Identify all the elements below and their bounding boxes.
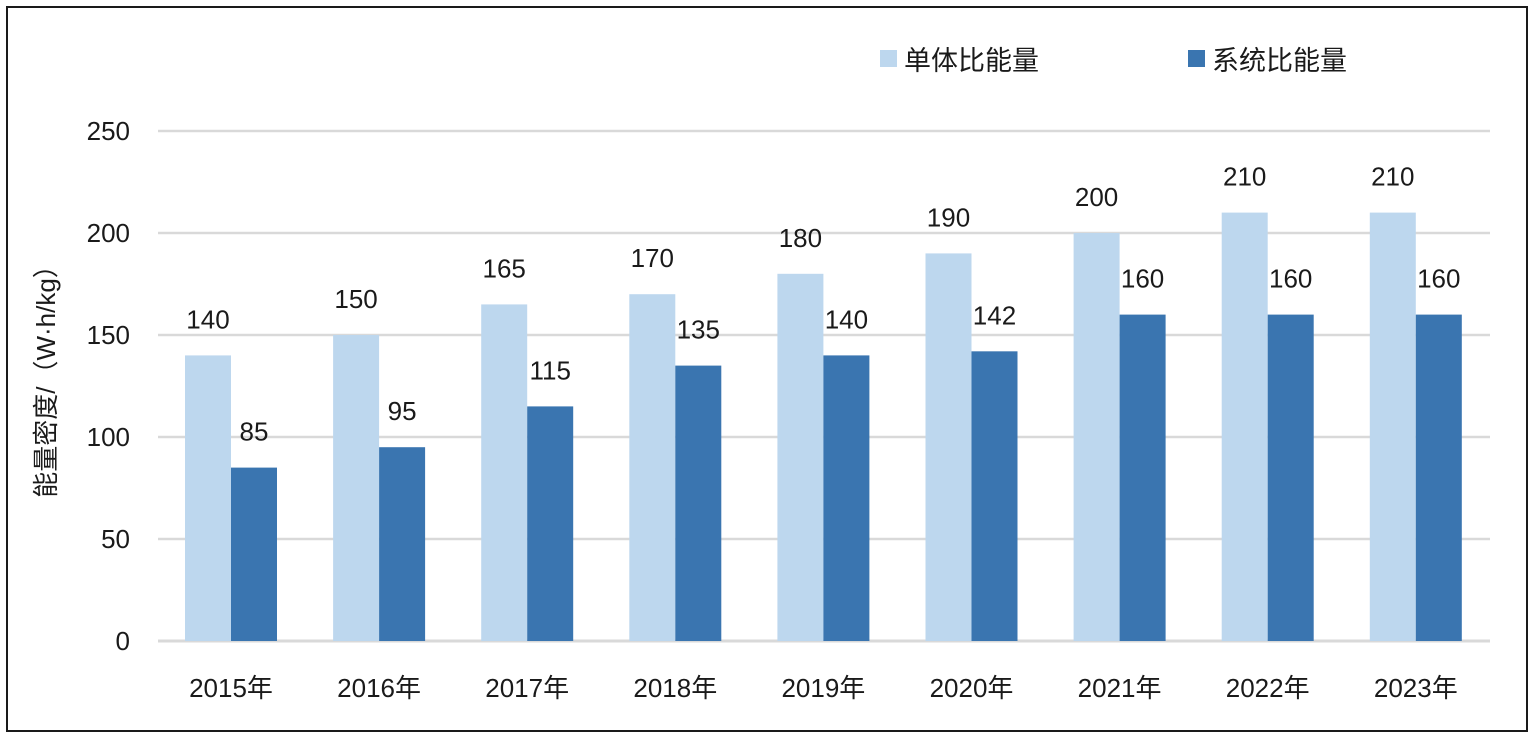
data-labels: 140 85 150 95 165 115 170 135 180 140 190 142 200 160… [186, 162, 1460, 447]
x-tick-label: 2017年 [485, 673, 569, 703]
data-label-system: 115 [529, 355, 570, 385]
chart-frame [6, 6, 1528, 732]
x-tick-label: 2022年 [1226, 673, 1310, 703]
bar-single-cell [925, 253, 972, 641]
x-tick-label: 2015年 [189, 673, 273, 703]
data-label-single-cell: 180 [779, 223, 822, 253]
x-tick-label: 2016年 [337, 673, 421, 703]
bar-system [971, 351, 1018, 641]
data-label-system: 160 [1121, 264, 1164, 294]
bar-single-cell [1369, 212, 1416, 641]
legend: 单体比能量 系统比能量 [880, 46, 1347, 76]
legend-label-single-cell: 单体比能量 [904, 46, 1039, 76]
bar-single-cell [777, 273, 824, 641]
data-label-system: 160 [1417, 264, 1460, 294]
data-label-system: 160 [1269, 264, 1312, 294]
x-axis-ticks: 2015年 2016年 2017年 2018年 2019年 2020年 2021年 2022年… [189, 673, 1458, 703]
bar-system [675, 365, 722, 641]
bar-single-cell [1221, 212, 1268, 641]
bar-system [231, 467, 277, 641]
data-label-single-cell: 210 [1223, 162, 1266, 192]
data-label-single-cell: 165 [483, 253, 526, 283]
data-label-system: 95 [388, 396, 417, 426]
y-tick-label: 0 [116, 626, 130, 656]
legend-swatch-system [1188, 50, 1205, 67]
x-tick-label: 2018年 [633, 673, 717, 703]
y-tick-label: 50 [101, 524, 130, 554]
legend-label-system: 系统比能量 [1212, 46, 1347, 76]
bar-single-cell [629, 294, 676, 641]
bar-system [1415, 314, 1462, 641]
bar-single-cell [185, 355, 231, 641]
bar-system [527, 406, 574, 641]
data-label-single-cell: 170 [631, 243, 674, 273]
y-tick-label: 150 [87, 320, 130, 350]
data-label-single-cell: 140 [186, 304, 229, 334]
bar-single-cell [481, 304, 528, 641]
data-label-single-cell: 200 [1075, 182, 1118, 212]
x-tick-label: 2019年 [781, 673, 865, 703]
data-label-system: 140 [825, 304, 868, 334]
bar-system [379, 447, 426, 641]
bar-single-cell [333, 335, 380, 641]
bar-system [1119, 314, 1166, 641]
y-tick-label: 250 [87, 116, 130, 146]
bars [185, 212, 1462, 641]
x-tick-label: 2021年 [1078, 673, 1162, 703]
x-tick-label: 2020年 [930, 673, 1014, 703]
y-tick-label: 200 [87, 218, 130, 248]
y-tick-label: 100 [87, 422, 130, 452]
bar-single-cell [1073, 233, 1120, 641]
data-label-system: 85 [240, 417, 269, 447]
data-label-single-cell: 210 [1371, 162, 1414, 192]
bar-system [1267, 314, 1314, 641]
x-tick-label: 2023年 [1374, 673, 1458, 703]
data-label-single-cell: 190 [927, 202, 970, 232]
data-label-system: 142 [973, 300, 1016, 330]
legend-swatch-single-cell [880, 50, 897, 67]
data-label-system: 135 [677, 315, 720, 345]
y-axis-ticks: 0 50 100 150 200 250 [87, 116, 130, 656]
y-axis-title: 能量密度/（W·h/kg） [31, 252, 61, 498]
data-label-single-cell: 150 [334, 284, 377, 314]
bar-system [823, 355, 870, 641]
